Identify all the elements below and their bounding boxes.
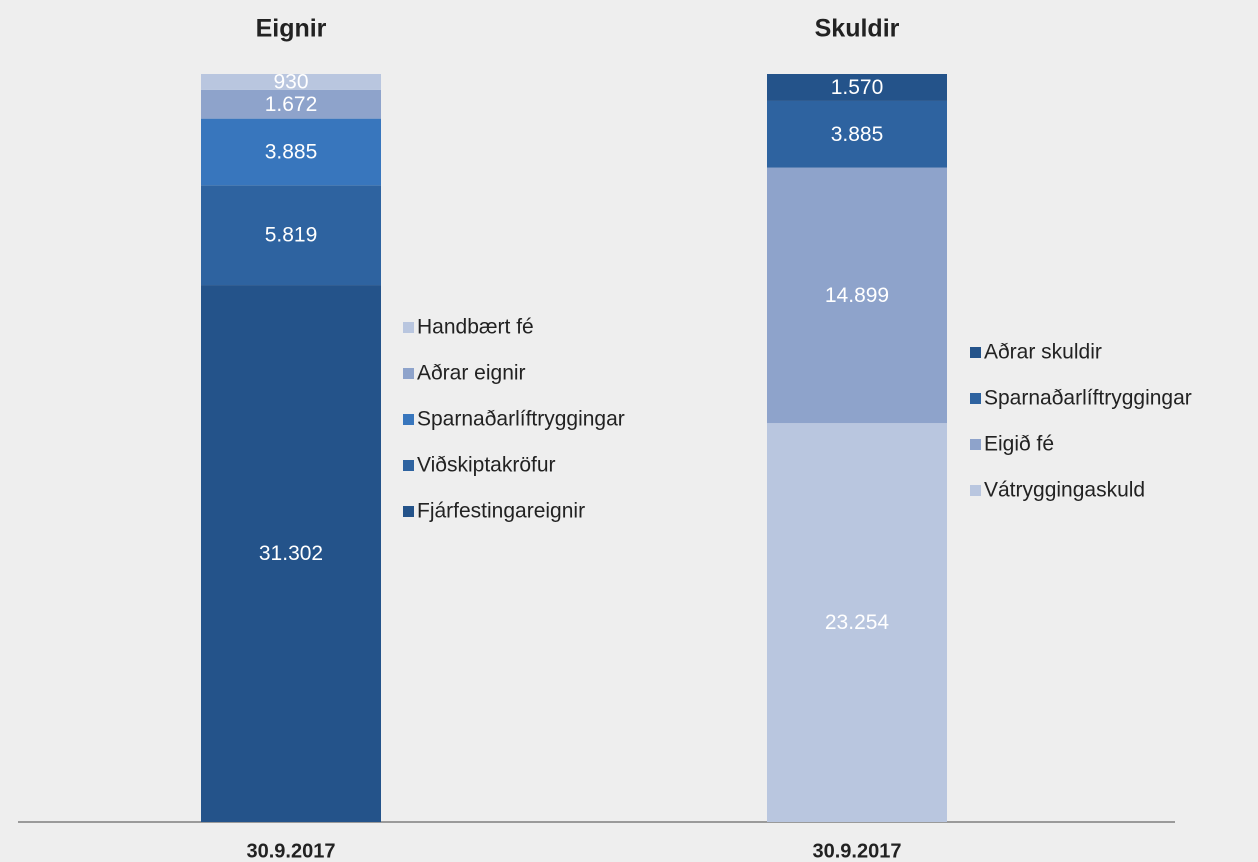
- bar-segment: [201, 118, 381, 186]
- legend-marker: [970, 393, 981, 404]
- legend-label: Aðrar eignir: [417, 362, 526, 385]
- bar-segment: [201, 74, 381, 90]
- x-tick-label: 30.9.2017: [813, 840, 902, 862]
- legend-label: Sparnaðarlíftryggingar: [417, 408, 625, 431]
- legend-label: Sparnaðarlíftryggingar: [984, 387, 1192, 410]
- bar-segment: [201, 89, 381, 119]
- data-label: 23.254: [825, 611, 890, 634]
- legend-label: Eigið fé: [984, 433, 1054, 456]
- data-label: 930: [273, 71, 308, 94]
- legend-label: Aðrar skuldir: [984, 341, 1102, 364]
- legend-marker: [403, 322, 414, 333]
- legend-marker: [970, 485, 981, 496]
- data-label: 3.885: [831, 123, 884, 146]
- x-tick-label: 30.9.2017: [247, 840, 336, 862]
- legend-marker: [403, 460, 414, 471]
- chart-title: Skuldir: [815, 15, 900, 43]
- legend-label: Viðskiptakröfur: [417, 454, 556, 477]
- legend-marker: [970, 439, 981, 450]
- data-label: 14.899: [825, 284, 889, 307]
- legend-marker: [403, 506, 414, 517]
- bar-segment: [767, 423, 947, 822]
- legend-label: Vátryggingaskuld: [984, 479, 1145, 502]
- bar-segment: [767, 167, 947, 424]
- data-label: 1.570: [831, 76, 884, 99]
- data-label: 1.672: [265, 93, 318, 116]
- legend-label: Handbært fé: [417, 316, 534, 339]
- bar-segment: [767, 74, 947, 101]
- data-label: 31.302: [259, 542, 323, 565]
- bar-segment: [767, 100, 947, 168]
- legend-marker: [970, 347, 981, 358]
- legend-marker: [403, 368, 414, 379]
- data-label: 5.819: [265, 224, 318, 247]
- data-label: 3.885: [265, 140, 318, 163]
- legend-marker: [403, 414, 414, 425]
- bar-segment: [201, 185, 381, 286]
- chart-title: Eignir: [256, 15, 327, 43]
- legend-label: Fjárfestingareignir: [417, 500, 585, 523]
- bar-segment: [201, 285, 381, 823]
